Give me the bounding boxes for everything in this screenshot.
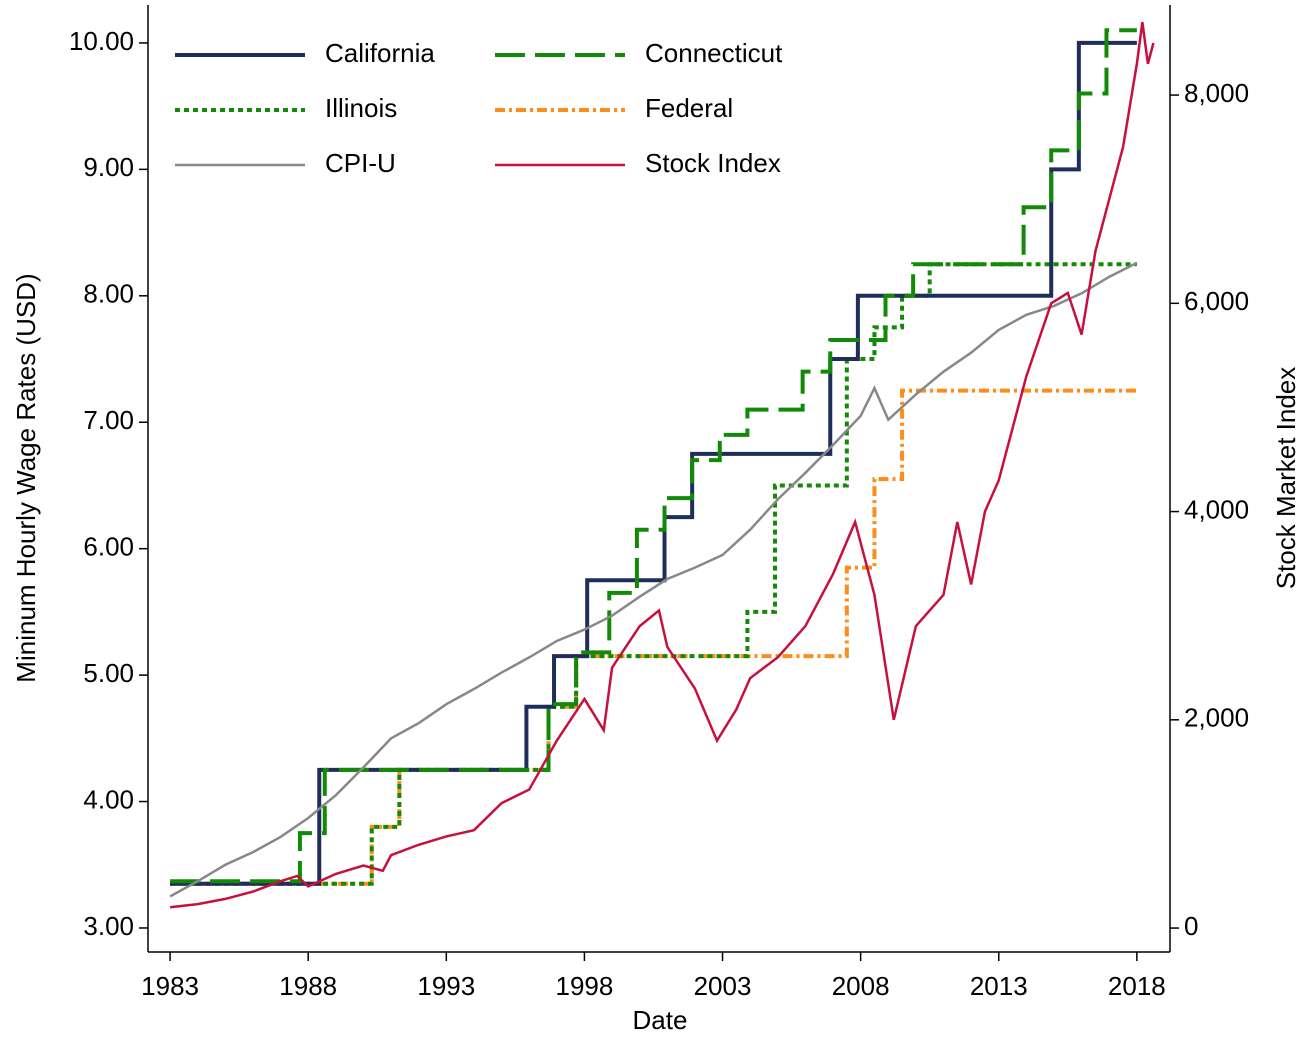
legend-label: Connecticut [645,38,783,68]
y-tick-label: 10.00 [69,26,134,56]
series-line [169,22,1155,909]
series-line [170,388,1137,886]
y2-tick-label: 2,000 [1184,703,1249,733]
y2-axis-label: Stock Market Index [1271,367,1301,590]
x-tick-label: 1983 [141,971,199,1001]
y-tick-label: 9.00 [83,152,134,182]
series-line [170,28,1137,884]
x-tick-label: 2008 [832,971,890,1001]
y2-tick-label: 0 [1184,911,1198,941]
y-tick-label: 6.00 [83,532,134,562]
y2-tick-label: 4,000 [1184,494,1249,524]
x-tick-label: 1998 [555,971,613,1001]
y-tick-label: 7.00 [83,405,134,435]
y-axis-label: Mininum Hourly Wage Rates (USD) [11,273,41,682]
y-tick-label: 3.00 [83,911,134,941]
x-tick-label: 2018 [1108,971,1166,1001]
x-tick-label: 2013 [970,971,1028,1001]
legend-label: CPI-U [325,148,396,178]
x-tick-label: 2003 [694,971,752,1001]
y2-tick-label: 8,000 [1184,78,1249,108]
legend-label: Illinois [325,93,397,123]
y-tick-label: 5.00 [83,658,134,688]
series-line [169,261,1138,898]
x-axis-label: Date [633,1005,688,1035]
series-line [170,40,1137,886]
y-tick-label: 4.00 [83,784,134,814]
legend-label: California [325,38,435,68]
legend-label: Federal [645,93,733,123]
y-tick-label: 8.00 [83,279,134,309]
x-tick-label: 1988 [279,971,337,1001]
x-tick-label: 1993 [417,971,475,1001]
y2-tick-label: 6,000 [1184,286,1249,316]
legend-label: Stock Index [645,148,781,178]
